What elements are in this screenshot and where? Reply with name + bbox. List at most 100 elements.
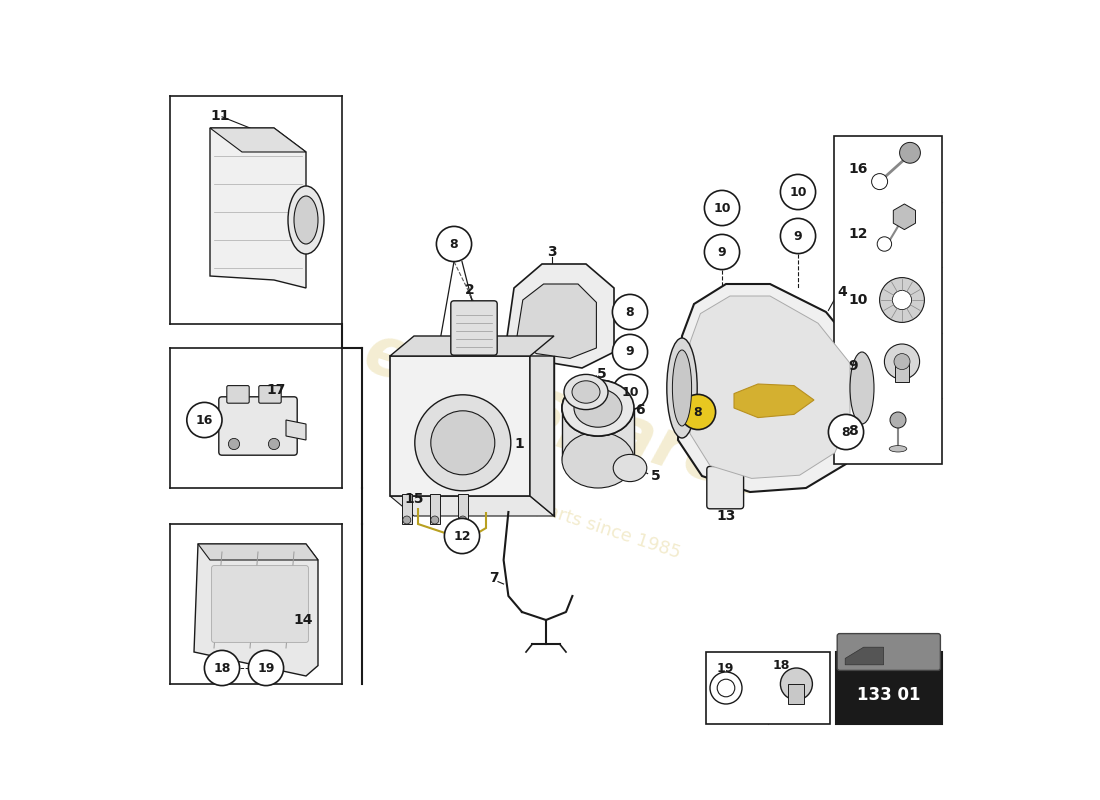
Text: 15: 15 bbox=[405, 492, 424, 506]
Bar bbox=[789, 684, 804, 704]
Circle shape bbox=[437, 226, 472, 262]
Text: 10: 10 bbox=[790, 186, 806, 198]
FancyBboxPatch shape bbox=[219, 397, 297, 455]
Circle shape bbox=[613, 334, 648, 370]
Ellipse shape bbox=[672, 350, 692, 426]
Polygon shape bbox=[390, 336, 554, 356]
Circle shape bbox=[187, 402, 222, 438]
Ellipse shape bbox=[288, 186, 324, 254]
Text: 12: 12 bbox=[453, 530, 471, 542]
Circle shape bbox=[780, 218, 815, 254]
Text: 13: 13 bbox=[716, 509, 736, 523]
Circle shape bbox=[431, 411, 495, 475]
Text: 1: 1 bbox=[515, 437, 525, 451]
Circle shape bbox=[459, 516, 466, 524]
Text: 9: 9 bbox=[626, 346, 635, 358]
Text: 16: 16 bbox=[196, 414, 213, 426]
Polygon shape bbox=[210, 128, 306, 152]
Text: 5: 5 bbox=[651, 469, 660, 483]
Ellipse shape bbox=[562, 380, 634, 436]
Bar bbox=[458, 494, 468, 524]
Ellipse shape bbox=[574, 389, 622, 427]
Circle shape bbox=[415, 395, 510, 490]
Text: 10: 10 bbox=[713, 202, 730, 214]
Circle shape bbox=[780, 174, 815, 210]
Polygon shape bbox=[734, 384, 814, 418]
Ellipse shape bbox=[574, 389, 622, 427]
Text: 6: 6 bbox=[636, 402, 646, 417]
Polygon shape bbox=[286, 420, 306, 440]
Circle shape bbox=[877, 237, 892, 251]
Ellipse shape bbox=[564, 374, 608, 410]
Text: 10: 10 bbox=[621, 386, 639, 398]
Circle shape bbox=[704, 190, 739, 226]
FancyBboxPatch shape bbox=[258, 386, 282, 403]
Text: 8: 8 bbox=[450, 238, 459, 250]
Circle shape bbox=[268, 438, 279, 450]
Text: 8: 8 bbox=[694, 406, 702, 418]
Bar bbox=[836, 652, 942, 724]
Text: 8: 8 bbox=[842, 426, 850, 438]
Circle shape bbox=[717, 679, 735, 697]
Text: 9: 9 bbox=[794, 230, 802, 242]
Circle shape bbox=[229, 438, 240, 450]
Text: 5: 5 bbox=[597, 367, 607, 382]
FancyBboxPatch shape bbox=[707, 466, 744, 509]
Bar bbox=[706, 652, 830, 724]
Circle shape bbox=[444, 518, 480, 554]
Ellipse shape bbox=[562, 380, 634, 436]
Circle shape bbox=[205, 650, 240, 686]
Text: 12: 12 bbox=[848, 227, 868, 242]
Text: 18: 18 bbox=[772, 659, 790, 672]
Text: 9: 9 bbox=[848, 358, 858, 373]
Polygon shape bbox=[845, 647, 883, 665]
Polygon shape bbox=[194, 544, 318, 676]
Circle shape bbox=[828, 414, 864, 450]
FancyBboxPatch shape bbox=[227, 386, 250, 403]
Polygon shape bbox=[390, 356, 530, 496]
Circle shape bbox=[890, 412, 906, 428]
Ellipse shape bbox=[613, 454, 647, 482]
Polygon shape bbox=[390, 496, 554, 516]
Polygon shape bbox=[506, 264, 614, 368]
Polygon shape bbox=[198, 544, 318, 560]
Circle shape bbox=[704, 234, 739, 270]
Text: 7: 7 bbox=[490, 570, 498, 585]
Bar bbox=[834, 136, 942, 464]
Ellipse shape bbox=[850, 352, 875, 424]
Bar bbox=[894, 362, 910, 382]
Text: 18: 18 bbox=[213, 662, 231, 674]
Text: 4: 4 bbox=[837, 285, 847, 299]
Text: 17: 17 bbox=[266, 383, 286, 398]
Bar bbox=[402, 494, 411, 524]
Circle shape bbox=[710, 672, 742, 704]
Text: 11: 11 bbox=[210, 109, 230, 123]
Circle shape bbox=[871, 174, 888, 190]
Text: 16: 16 bbox=[848, 162, 868, 176]
FancyBboxPatch shape bbox=[211, 566, 308, 642]
Text: 8: 8 bbox=[626, 306, 635, 318]
Bar bbox=[430, 494, 440, 524]
Text: 10: 10 bbox=[848, 293, 868, 307]
Polygon shape bbox=[690, 296, 850, 478]
Circle shape bbox=[613, 374, 648, 410]
Circle shape bbox=[894, 354, 910, 370]
Text: 9: 9 bbox=[717, 246, 726, 258]
Ellipse shape bbox=[294, 196, 318, 244]
Ellipse shape bbox=[572, 381, 600, 403]
Text: 14: 14 bbox=[294, 613, 313, 627]
Polygon shape bbox=[516, 284, 596, 358]
Ellipse shape bbox=[889, 446, 906, 452]
Text: a passion for parts since 1985: a passion for parts since 1985 bbox=[418, 462, 682, 562]
Text: 3: 3 bbox=[547, 245, 557, 259]
Ellipse shape bbox=[667, 338, 697, 438]
Circle shape bbox=[880, 278, 924, 322]
Text: 8: 8 bbox=[848, 424, 858, 438]
Circle shape bbox=[900, 142, 921, 163]
Text: eurospares: eurospares bbox=[355, 319, 777, 513]
Text: 19: 19 bbox=[257, 662, 275, 674]
Circle shape bbox=[249, 650, 284, 686]
Text: 2: 2 bbox=[465, 283, 475, 298]
Polygon shape bbox=[210, 128, 306, 288]
Text: 19: 19 bbox=[716, 662, 734, 675]
